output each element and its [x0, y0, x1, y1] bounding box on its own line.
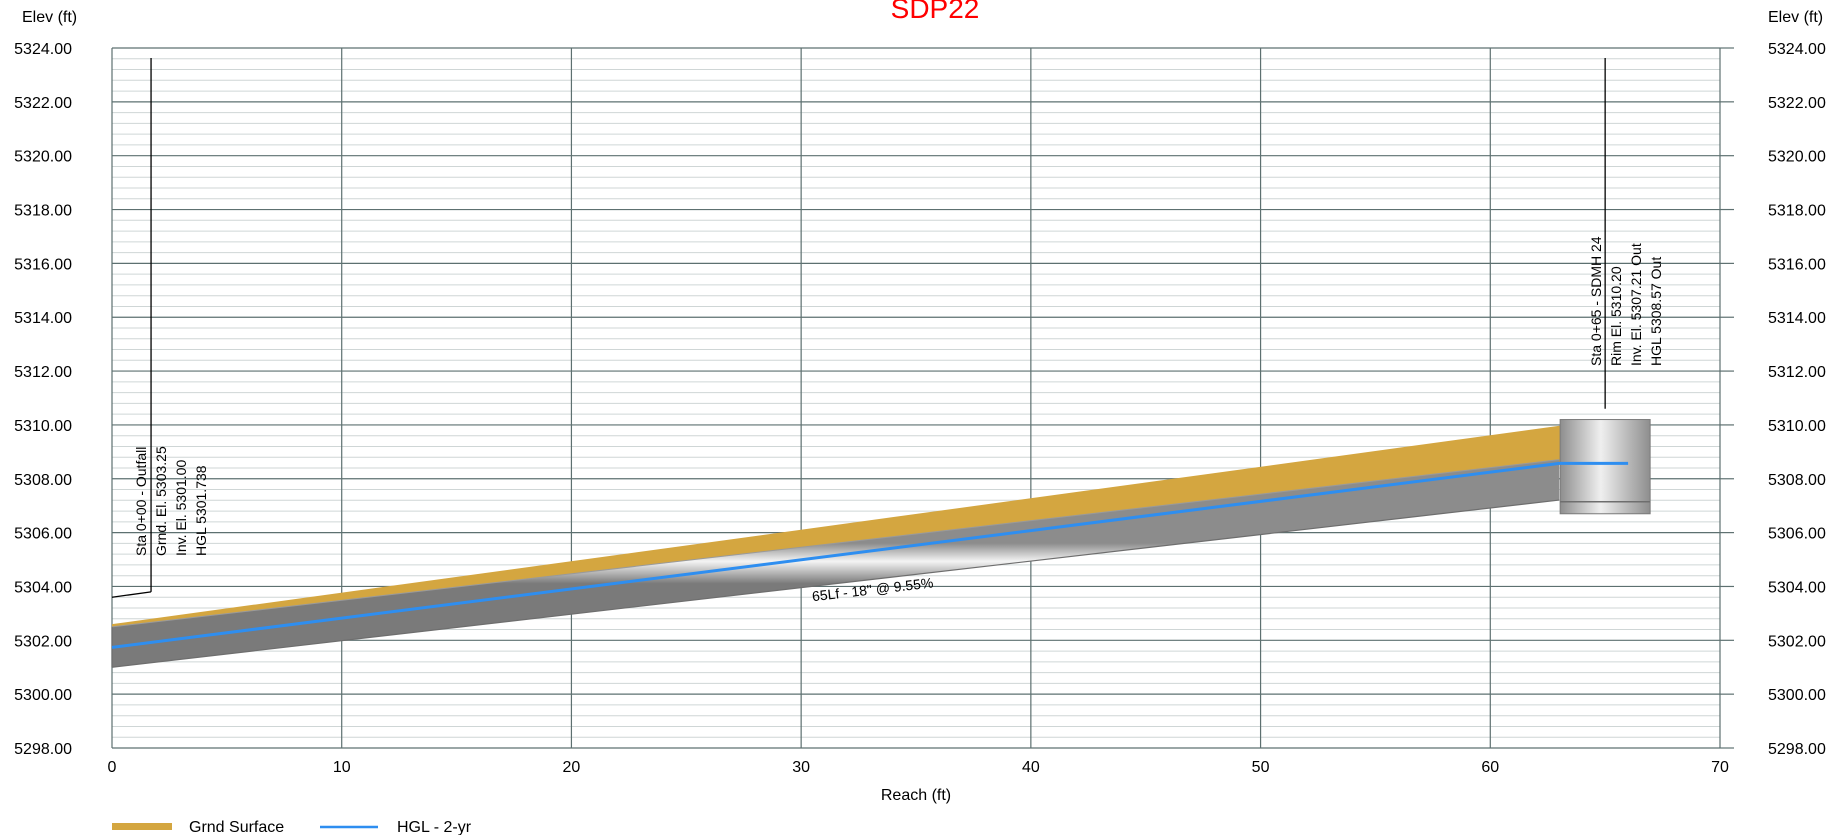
y-tick-label-left: 5320.00 [14, 149, 72, 166]
y-tick-label-right: 5324.00 [1768, 41, 1826, 58]
x-tick-label: 40 [1022, 759, 1040, 776]
x-tick-label: 70 [1711, 759, 1729, 776]
x-tick-labels: 0 10 20 30 40 50 60 70 [108, 759, 1729, 776]
legend-label-ground: Grnd Surface [189, 819, 284, 835]
y-tick-label-right: 5314.00 [1768, 310, 1826, 327]
y-tick-label-left: 5298.00 [14, 741, 72, 758]
manhole-annotation: Sta 0+65 - SDMH 24 Rim El. 5310.20 Inv. … [1588, 236, 1664, 366]
y-tick-label-right: 5320.00 [1768, 149, 1826, 166]
y-tick-label-left: 5304.00 [14, 579, 72, 596]
x-tick-label: 20 [563, 759, 581, 776]
y-tick-label-right: 5308.00 [1768, 472, 1826, 489]
x-axis-label: Reach (ft) [881, 787, 951, 804]
y-tick-label-right: 5322.00 [1768, 95, 1826, 112]
pipe-invert-line [111, 499, 1560, 668]
y-tick-label-left: 5316.00 [14, 256, 72, 273]
y-axis-label-right: Elev (ft) [1768, 9, 1823, 26]
y-tick-labels-right: 5298.00 5300.00 5302.00 5304.00 5306.00 5308.… [1768, 41, 1826, 758]
manhole-rim-elev: Rim El. 5310.20 [1608, 266, 1624, 366]
y-tick-label-right: 5310.00 [1768, 418, 1826, 435]
hgl-line [111, 461, 1629, 649]
outfall-station: Sta 0+00 - Outfall [133, 447, 149, 556]
outfall-annotation: Sta 0+00 - Outfall Grnd. El. 5303.25 Inv… [133, 446, 209, 556]
y-tick-label-left: 5314.00 [14, 310, 72, 327]
manhole-structure [1559, 419, 1651, 515]
legend: Grnd Surface HGL - 2-yr [112, 819, 472, 835]
y-tick-label-left: 5310.00 [14, 418, 72, 435]
y-tick-labels-left: 5298.00 5300.00 5302.00 5304.00 5306.00 5308.… [14, 41, 72, 758]
pipe-crown-line [111, 459, 1560, 628]
y-tick-label-left: 5312.00 [14, 364, 72, 381]
y-tick-label-left: 5302.00 [14, 633, 72, 650]
manhole-hgl: HGL 5308.57 Out [1648, 257, 1664, 366]
pipe-body [112, 459, 1560, 668]
x-tick-label: 50 [1252, 759, 1270, 776]
y-tick-label-right: 5300.00 [1768, 687, 1826, 704]
x-tick-label: 30 [792, 759, 810, 776]
y-tick-label-right: 5318.00 [1768, 203, 1826, 220]
chart-title: SDP22 [891, 0, 980, 24]
grid [111, 47, 1734, 749]
y-tick-label-right: 5298.00 [1768, 741, 1826, 758]
outfall-leader-line [111, 58, 152, 598]
manhole-station: Sta 0+65 - SDMH 24 [1588, 236, 1604, 366]
y-tick-label-left: 5300.00 [14, 687, 72, 704]
y-axis-label-left: Elev (ft) [22, 9, 77, 26]
y-tick-label-right: 5302.00 [1768, 633, 1826, 650]
y-tick-label-right: 5312.00 [1768, 364, 1826, 381]
y-tick-label-left: 5306.00 [14, 526, 72, 543]
x-tick-label: 0 [108, 759, 117, 776]
ground-surface-area [112, 419, 1606, 627]
y-tick-label-left: 5324.00 [14, 41, 72, 58]
y-tick-label-right: 5316.00 [1768, 256, 1826, 273]
outfall-hgl: HGL 5301.738 [193, 465, 209, 556]
x-tick-label: 60 [1481, 759, 1499, 776]
legend-label-hgl: HGL - 2-yr [397, 819, 472, 835]
y-tick-label-left: 5308.00 [14, 472, 72, 489]
outfall-ground-elev: Grnd. El. 5303.25 [153, 446, 169, 556]
y-tick-label-right: 5304.00 [1768, 579, 1826, 596]
x-tick-label: 10 [333, 759, 351, 776]
y-tick-label-left: 5322.00 [14, 95, 72, 112]
outfall-invert-elev: Inv. El. 5301.00 [173, 460, 189, 556]
manhole-invert-elev: Inv. El. 5307.21 Out [1628, 243, 1644, 366]
outfall-leader-tick [111, 591, 152, 598]
y-tick-label-right: 5306.00 [1768, 526, 1826, 543]
y-tick-label-left: 5318.00 [14, 203, 72, 220]
legend-swatch-ground [112, 823, 172, 830]
